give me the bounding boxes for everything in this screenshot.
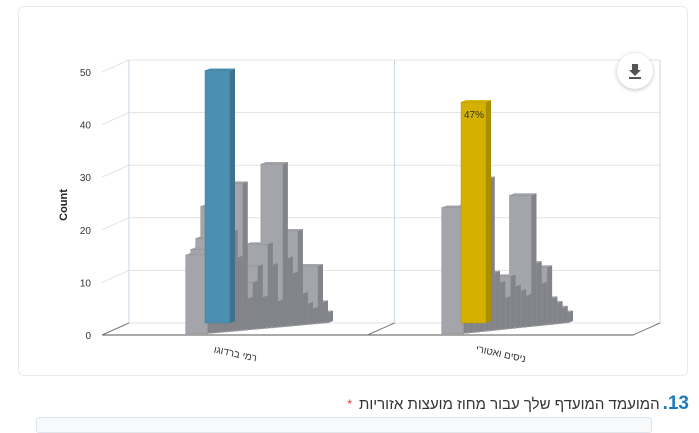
y-axis-ticks: 0 10 20 30 40 50 bbox=[80, 68, 92, 342]
y-tick-label: 10 bbox=[80, 278, 92, 289]
y-tick-label: 50 bbox=[80, 68, 92, 79]
highlight-bar bbox=[204, 68, 235, 324]
chart-floor bbox=[101, 322, 661, 336]
required-mark: * bbox=[347, 397, 353, 411]
chart-bars bbox=[185, 68, 573, 335]
question-number: 13. bbox=[662, 393, 689, 414]
chart-svg: 0 10 20 30 40 50 רמי ברדוגו ניסים ואטורי 47% C… bbox=[58, 59, 661, 365]
y-tick-label: 0 bbox=[85, 331, 91, 342]
highlight-bar bbox=[460, 100, 491, 324]
floor-edge bbox=[367, 322, 395, 336]
answer-field[interactable] bbox=[36, 417, 652, 433]
question-text: המועמד המועדף שלך עבור מחוז מועצות אזורי… bbox=[359, 395, 660, 413]
x-tick-label: ניסים ואטורי bbox=[475, 344, 527, 365]
side-gridline bbox=[101, 217, 130, 231]
side-gridline bbox=[101, 112, 130, 126]
download-button[interactable] bbox=[617, 53, 653, 89]
side-gridline bbox=[101, 269, 130, 283]
data-label: 47% bbox=[464, 110, 484, 121]
side-gridline bbox=[101, 164, 130, 178]
chart-card: 0 10 20 30 40 50 רמי ברדוגו ניסים ואטורי 47% C… bbox=[18, 6, 688, 376]
y-axis-label: Count bbox=[58, 189, 70, 221]
y-tick-label: 40 bbox=[80, 121, 92, 132]
side-gridline bbox=[101, 59, 130, 73]
x-axis-labels: רמי ברדוגו ניסים ואטורי bbox=[213, 344, 527, 365]
y-tick-label: 30 bbox=[80, 173, 92, 184]
x-tick-label: רמי ברדוגו bbox=[213, 345, 258, 365]
floor-edge bbox=[632, 322, 661, 336]
floor-edge bbox=[101, 322, 130, 336]
data-labels: 47% bbox=[464, 110, 484, 121]
download-icon bbox=[629, 64, 641, 79]
question-title: 13. המועמד המועדף שלך עבור מחוז מועצות א… bbox=[347, 392, 689, 416]
y-tick-label: 20 bbox=[80, 226, 92, 237]
